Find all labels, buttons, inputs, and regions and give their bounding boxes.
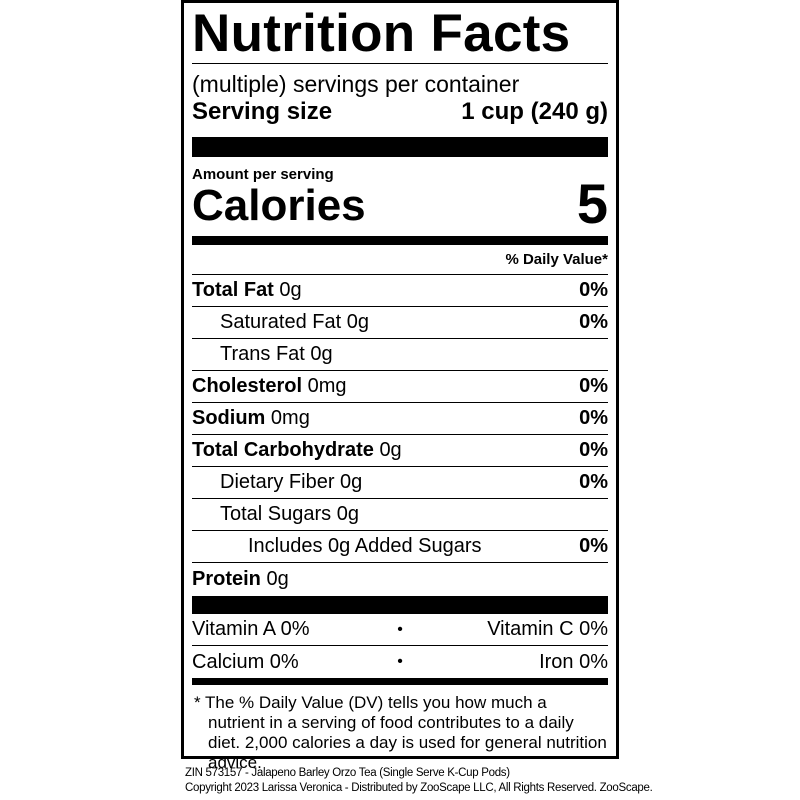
nutrient-name: Total Carbohydrate [192, 439, 374, 461]
medium-divider [192, 236, 608, 245]
credits: ZIN 573157 - Jalapeno Barley Orzo Tea (S… [185, 766, 653, 796]
vitamin-right: Iron 0% [539, 650, 608, 673]
calories-value: 5 [576, 172, 608, 235]
nutrient-amount: 0mg [307, 375, 347, 397]
footnote: * The % Daily Value (DV) tells you how m… [194, 693, 607, 772]
nutrient-label: Trans Fat 0g [192, 343, 333, 366]
nutrient-label: Dietary Fiber 0g [192, 471, 362, 494]
calories-label: Calories [192, 181, 366, 230]
copyright-line: Copyright 2023 Larissa Veronica - Distri… [185, 782, 653, 794]
separator-dot: • [397, 620, 403, 638]
thick-divider [192, 137, 608, 157]
nutrition-facts-label: Nutrition Facts (multiple) servings per … [181, 0, 619, 772]
nutrient-amount: 0g [266, 567, 289, 590]
nutrient-label: Total Sugars 0g [192, 503, 359, 526]
nutrient-name: Cholesterol [192, 375, 303, 397]
nutrient-name: Saturated Fat [220, 311, 342, 333]
nutrient-name: Includes 0g Added Sugars [248, 535, 482, 557]
nutrient-list: Total Fat 0g 0% Saturated Fat 0g 0% Trans Fa… [192, 275, 608, 595]
nutrient-name: Sodium [192, 407, 266, 429]
nutrient-amount: 0g [346, 311, 369, 333]
nutrient-amount: 0g [340, 471, 363, 493]
serving-size-value: 1 cup (240 g) [461, 98, 608, 125]
nutrient-label: Includes 0g Added Sugars [192, 535, 482, 558]
separator-dot: • [397, 653, 403, 670]
nutrient-amount: 0g [310, 343, 333, 365]
nutrient-daily-value: 0% [579, 535, 608, 557]
nutrient-row: Protein 0g [192, 563, 608, 595]
servings-per-container: (multiple) servings per container [192, 71, 520, 97]
nutrient-daily-value: 0% [579, 407, 608, 429]
thick-divider [192, 596, 608, 614]
nutrient-row: Trans Fat 0g [192, 339, 608, 371]
vitamin-list: Vitamin A 0% • Vitamin C 0% Calcium 0% • Iron… [192, 614, 608, 678]
nutrient-daily-value: 0% [579, 439, 608, 461]
nutrient-row: Includes 0g Added Sugars 0% [192, 531, 608, 563]
nutrient-row: Total Sugars 0g [192, 499, 608, 531]
vitamin-left: Calcium 0% [192, 650, 299, 673]
nutrient-row: Dietary Fiber 0g 0% [192, 467, 608, 499]
nutrient-name: Trans Fat [220, 343, 305, 365]
daily-value-header: % Daily Value* [192, 245, 608, 275]
serving-size-label: Serving size [192, 98, 333, 125]
vitamin-left: Vitamin A 0% [192, 618, 310, 640]
vitamin-row: Calcium 0% • Iron 0% [192, 646, 608, 678]
product-line: ZIN 573157 - Jalapeno Barley Orzo Tea (S… [185, 767, 510, 779]
amount-per-serving: Amount per serving [192, 166, 334, 183]
nutrient-row: Sodium 0mg 0% [192, 403, 608, 435]
nutrient-label: Cholesterol 0mg [192, 375, 347, 398]
serving-size-row: Serving size 1 cup (240 g) [192, 98, 608, 126]
nutrient-name: Protein [192, 567, 261, 590]
label-title: Nutrition Facts [192, 4, 571, 63]
nutrient-label: Protein 0g [192, 568, 289, 591]
nutrient-name: Dietary Fiber [220, 471, 335, 493]
nutrient-name: Total Sugars [220, 503, 332, 525]
nutrient-daily-value: 0% [579, 471, 608, 493]
nutrient-daily-value: 0% [579, 279, 608, 301]
nutrient-label: Total Carbohydrate 0g [192, 439, 402, 462]
nutrient-name: Total Fat [192, 279, 274, 301]
nutrient-label: Total Fat 0g [192, 279, 302, 302]
vitamin-right: Vitamin C 0% [487, 618, 608, 640]
vitamin-row: Vitamin A 0% • Vitamin C 0% [192, 614, 608, 646]
calories-row: Calories 5 [192, 176, 608, 232]
medium-divider [192, 678, 608, 685]
nutrient-row: Total Fat 0g 0% [192, 275, 608, 307]
nutrient-amount: 0g [336, 503, 359, 525]
nutrient-daily-value: 0% [579, 311, 608, 333]
nutrient-row: Total Carbohydrate 0g 0% [192, 435, 608, 467]
nutrient-amount: 0g [379, 439, 402, 461]
nutrient-amount: 0mg [270, 407, 310, 429]
nutrient-label: Saturated Fat 0g [192, 311, 369, 334]
nutrient-daily-value: 0% [579, 375, 608, 397]
nutrient-row: Cholesterol 0mg 0% [192, 371, 608, 403]
divider [192, 63, 608, 64]
nutrient-label: Sodium 0mg [192, 407, 310, 430]
nutrient-row: Saturated Fat 0g 0% [192, 307, 608, 339]
nutrient-amount: 0g [279, 279, 302, 301]
